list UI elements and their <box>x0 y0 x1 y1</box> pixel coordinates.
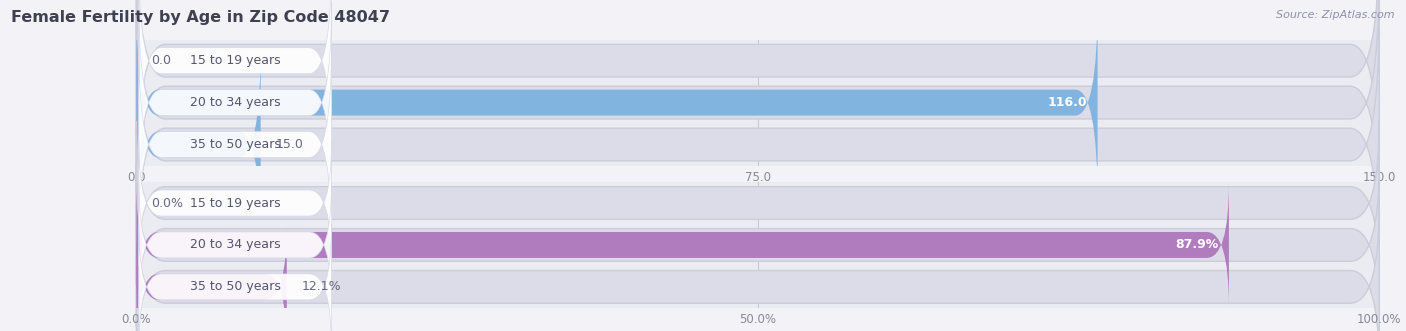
FancyBboxPatch shape <box>136 182 1229 307</box>
Text: 20 to 34 years: 20 to 34 years <box>190 96 281 109</box>
Text: 20 to 34 years: 20 to 34 years <box>190 238 281 252</box>
FancyBboxPatch shape <box>136 2 1098 203</box>
FancyBboxPatch shape <box>139 141 332 265</box>
FancyBboxPatch shape <box>139 44 332 245</box>
Text: 12.1%: 12.1% <box>302 280 342 293</box>
FancyBboxPatch shape <box>139 182 332 307</box>
Text: 87.9%: 87.9% <box>1175 238 1219 252</box>
Text: 0.0%: 0.0% <box>152 197 183 210</box>
FancyBboxPatch shape <box>139 2 332 203</box>
FancyBboxPatch shape <box>136 224 287 331</box>
Text: Source: ZipAtlas.com: Source: ZipAtlas.com <box>1277 10 1395 20</box>
FancyBboxPatch shape <box>136 205 1379 331</box>
FancyBboxPatch shape <box>136 0 1379 233</box>
Text: 15 to 19 years: 15 to 19 years <box>190 197 281 210</box>
Text: 15 to 19 years: 15 to 19 years <box>190 54 281 67</box>
Text: Female Fertility by Age in Zip Code 48047: Female Fertility by Age in Zip Code 4804… <box>11 10 391 25</box>
Text: 116.0: 116.0 <box>1047 96 1088 109</box>
FancyBboxPatch shape <box>136 121 1379 285</box>
FancyBboxPatch shape <box>136 163 1379 327</box>
Text: 35 to 50 years: 35 to 50 years <box>190 280 281 293</box>
FancyBboxPatch shape <box>139 224 332 331</box>
FancyBboxPatch shape <box>136 14 1379 275</box>
FancyBboxPatch shape <box>136 0 1379 192</box>
Text: 15.0: 15.0 <box>276 138 304 151</box>
Text: 35 to 50 years: 35 to 50 years <box>190 138 281 151</box>
FancyBboxPatch shape <box>139 0 332 161</box>
Text: 0.0: 0.0 <box>152 54 172 67</box>
FancyBboxPatch shape <box>136 44 260 245</box>
